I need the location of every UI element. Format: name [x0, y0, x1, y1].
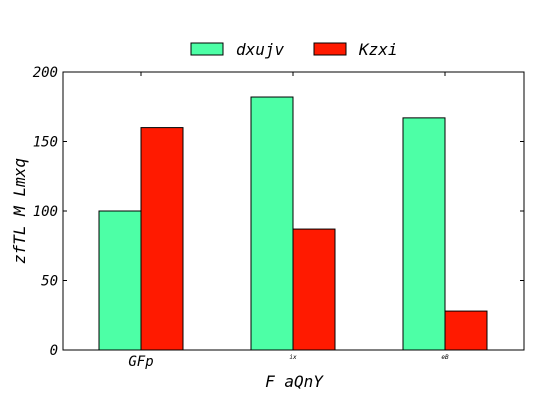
x-axis-title: F aQnY: [265, 372, 324, 391]
bar-dxujv-ix: [250, 96, 294, 351]
legend: dxujv Kzxi: [190, 40, 398, 59]
y-axis-title: zfTL M Lmxq: [10, 158, 29, 264]
x-tick-label: GFp: [128, 354, 153, 370]
y-axis: 0 50 100 150 200: [33, 65, 524, 359]
y-tick-label: 150: [33, 135, 58, 151]
bar-dxujv-eB: [402, 117, 446, 351]
x-tick-label: ix: [289, 354, 297, 361]
legend-swatch-dxujv: [190, 42, 224, 56]
y-tick-label: 200: [33, 65, 58, 81]
x-tick-label: eB: [441, 354, 449, 361]
y-tick-label: 100: [33, 204, 58, 220]
y-tick-label: 50: [41, 274, 58, 290]
y-tick-label: 0: [50, 343, 58, 359]
x-axis: GFp ix eB: [128, 72, 449, 370]
legend-label: dxujv: [236, 40, 285, 59]
legend-swatch-Kzxi: [313, 42, 347, 56]
bar-dxujv-GFp: [98, 210, 142, 351]
bar-Kzxi-ix: [292, 228, 336, 351]
bar-Kzxi-eB: [444, 310, 488, 351]
bars: [98, 96, 488, 351]
legend-label: Kzxi: [358, 40, 398, 59]
bar-Kzxi-GFp: [140, 127, 184, 351]
